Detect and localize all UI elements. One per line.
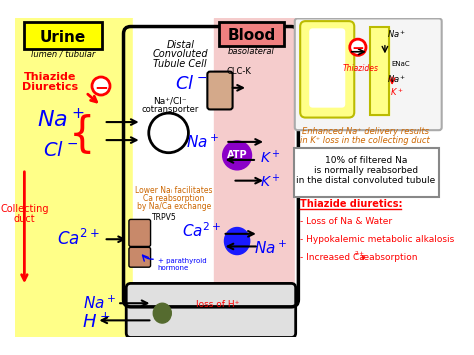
FancyBboxPatch shape — [129, 219, 151, 246]
Text: Thiazide: Thiazide — [23, 72, 76, 82]
Text: is normally reabsorbed: is normally reabsorbed — [314, 166, 418, 175]
FancyBboxPatch shape — [295, 18, 442, 130]
Text: - Loss of Na & Water: - Loss of Na & Water — [300, 217, 392, 226]
Bar — [15, 17, 133, 338]
Text: - Hypokalemic metabolic alkalosis: - Hypokalemic metabolic alkalosis — [300, 235, 455, 244]
FancyBboxPatch shape — [129, 247, 151, 267]
Bar — [370, 27, 390, 115]
Text: $Na^+$: $Na^+$ — [387, 73, 406, 84]
Text: Convoluted: Convoluted — [153, 49, 208, 60]
Text: CLC-K: CLC-K — [227, 67, 251, 76]
Circle shape — [350, 39, 366, 55]
Text: Tubule Cell: Tubule Cell — [154, 59, 207, 69]
Text: Urine: Urine — [40, 30, 86, 45]
Bar — [214, 17, 295, 338]
Text: cotransporter: cotransporter — [142, 105, 199, 114]
Ellipse shape — [223, 141, 252, 170]
Ellipse shape — [225, 228, 250, 255]
Text: {: { — [69, 114, 95, 156]
Text: $Na^+$: $Na^+$ — [387, 28, 406, 40]
Text: basolateral: basolateral — [228, 47, 275, 56]
Text: $K^+$: $K^+$ — [260, 173, 281, 190]
Text: Na⁺/Cl⁻: Na⁺/Cl⁻ — [154, 97, 187, 106]
Text: −: − — [94, 78, 108, 96]
Text: $Na^+$: $Na^+$ — [254, 240, 287, 257]
FancyBboxPatch shape — [24, 22, 102, 49]
Text: in the distal convoluted tubule: in the distal convoluted tubule — [296, 176, 436, 185]
Bar — [295, 17, 443, 338]
FancyBboxPatch shape — [294, 148, 439, 197]
Text: $K^+$: $K^+$ — [260, 149, 281, 167]
Text: $Cl^-$: $Cl^-$ — [43, 141, 78, 159]
Text: −: − — [352, 41, 364, 56]
FancyBboxPatch shape — [300, 21, 354, 118]
Text: in K⁺ loss in the collecting duct: in K⁺ loss in the collecting duct — [300, 136, 430, 146]
Text: Blood: Blood — [228, 28, 276, 43]
Text: TRPV5: TRPV5 — [152, 213, 177, 222]
Text: Lower Naᵢ facilitates: Lower Naᵢ facilitates — [135, 186, 213, 195]
Text: hormone: hormone — [158, 265, 189, 271]
Text: reabsorption: reabsorption — [361, 253, 418, 262]
Bar — [370, 27, 390, 115]
Text: $Cl^-$: $Cl^-$ — [175, 75, 207, 93]
FancyBboxPatch shape — [219, 22, 284, 47]
Text: ENaC: ENaC — [392, 61, 410, 67]
Text: ATP: ATP — [227, 151, 247, 160]
Text: Distal: Distal — [166, 39, 194, 50]
Text: Ca reabsorption: Ca reabsorption — [143, 194, 205, 203]
Text: $Na^+$: $Na^+$ — [36, 108, 84, 131]
Text: Diuretics: Diuretics — [21, 82, 78, 92]
Text: $Na^+$: $Na^+$ — [186, 133, 219, 151]
Text: $^{2+}$: $^{2+}$ — [354, 250, 365, 259]
Text: Thiazide diuretics:: Thiazide diuretics: — [300, 199, 403, 209]
Ellipse shape — [153, 303, 171, 323]
Text: $H^+$: $H^+$ — [82, 312, 111, 332]
Text: duct: duct — [14, 213, 35, 224]
Text: $K^+$: $K^+$ — [390, 87, 403, 98]
Text: + parathyroid: + parathyroid — [158, 258, 206, 264]
Text: 10% of filtered Na: 10% of filtered Na — [325, 156, 407, 165]
Text: - Increased Ca: - Increased Ca — [300, 253, 365, 262]
FancyBboxPatch shape — [207, 72, 233, 109]
FancyBboxPatch shape — [309, 28, 345, 108]
Text: $Ca^{2+}$: $Ca^{2+}$ — [182, 222, 222, 240]
Text: Collecting: Collecting — [0, 204, 49, 214]
FancyBboxPatch shape — [126, 283, 296, 338]
Text: by Na/Ca exchange: by Na/Ca exchange — [137, 202, 211, 211]
Text: lumen / tubular: lumen / tubular — [31, 49, 95, 58]
Circle shape — [149, 113, 189, 153]
Circle shape — [92, 77, 110, 95]
Text: $Na^+$: $Na^+$ — [82, 295, 116, 312]
Text: Thiazides: Thiazides — [343, 64, 379, 73]
Text: $Ca^{2+}$: $Ca^{2+}$ — [57, 229, 100, 249]
Text: Enhanced Na⁺ delivery results: Enhanced Na⁺ delivery results — [301, 127, 428, 136]
Bar — [133, 17, 223, 338]
Text: loss of H⁺: loss of H⁺ — [197, 300, 240, 308]
